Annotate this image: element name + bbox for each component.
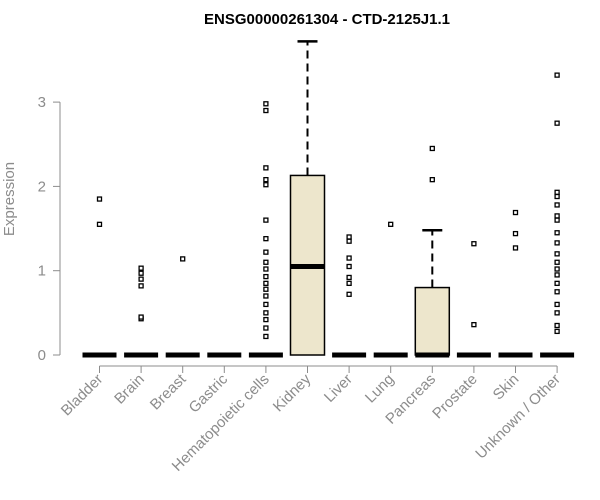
x-tick-label: Liver (321, 371, 356, 406)
outlier-point (96, 221, 103, 227)
x-tick-label: Lung (362, 371, 398, 407)
outlier-point (346, 255, 352, 261)
outlier-point (263, 280, 269, 286)
outlier-point (554, 259, 560, 265)
outlier-point (263, 286, 269, 292)
outlier-point (554, 120, 560, 126)
y-tick-label: 2 (38, 178, 46, 195)
x-tick-label: Bladder (58, 371, 107, 420)
x-tick-label: Prostate (429, 371, 481, 423)
chart-title: ENSG00000261304 - CTD-2125J1.1 (204, 11, 450, 28)
y-tick-label: 1 (38, 263, 46, 280)
box (414, 286, 451, 356)
outlier-point (346, 280, 352, 286)
outlier-point (138, 283, 144, 289)
outlier-point (263, 177, 269, 183)
outlier-point (554, 272, 560, 278)
outlier-point (554, 202, 560, 208)
outlier-point (554, 230, 560, 236)
outlier-point (554, 72, 560, 78)
outlier-point (554, 289, 560, 295)
outlier-point (263, 249, 269, 255)
outlier-point (554, 213, 560, 219)
outlier-point (554, 301, 560, 308)
outlier-point (263, 165, 269, 171)
outlier-point (554, 322, 560, 329)
outlier-point (554, 189, 560, 195)
outlier-point (554, 310, 560, 316)
outlier-point (263, 217, 269, 223)
y-tick-label: 3 (38, 94, 46, 111)
outlier-point (263, 259, 269, 265)
x-tick-label: Brain (111, 371, 148, 408)
outlier-point (263, 316, 269, 323)
outlier-point (346, 263, 352, 270)
outlier-point (388, 221, 394, 227)
outlier-point (554, 251, 560, 257)
outlier-point (554, 328, 560, 335)
x-tick-label: Kidney (270, 370, 315, 415)
outlier-point (263, 182, 269, 188)
y-axis-label: Expression (1, 162, 18, 236)
outlier-point (263, 310, 269, 316)
outlier-point (554, 280, 560, 286)
outlier-point (346, 234, 352, 240)
outlier-point (471, 322, 477, 328)
outlier-point (263, 101, 269, 107)
outlier-point (263, 236, 269, 242)
x-tick-label: Breast (147, 370, 190, 413)
outlier-point (512, 230, 519, 237)
outlier-point (429, 177, 435, 183)
outlier-point (346, 291, 352, 297)
outlier-point (263, 301, 269, 308)
outlier-point (263, 333, 269, 340)
outlier-point (554, 266, 560, 272)
outlier-point (138, 314, 144, 320)
outlier-point (138, 265, 144, 271)
outlier-point (263, 273, 269, 280)
outlier-point (263, 266, 269, 272)
outlier-point (346, 238, 352, 244)
outlier-point (554, 193, 560, 200)
outlier-point (263, 293, 269, 299)
outlier-point (263, 325, 269, 331)
outlier-point (554, 217, 560, 223)
x-tick-label: Skin (490, 371, 523, 404)
outlier-point (96, 196, 103, 202)
outlier-point (429, 145, 435, 152)
outlier-point (471, 241, 477, 247)
outlier-point (138, 270, 144, 276)
outlier-point (512, 209, 519, 216)
outlier-point (180, 256, 186, 262)
y-tick-label: 0 (38, 347, 46, 364)
outlier-point (346, 274, 352, 281)
outlier-point (554, 240, 560, 246)
outlier-point (138, 276, 144, 282)
outlier-point (512, 245, 519, 251)
outlier-point (263, 107, 269, 114)
